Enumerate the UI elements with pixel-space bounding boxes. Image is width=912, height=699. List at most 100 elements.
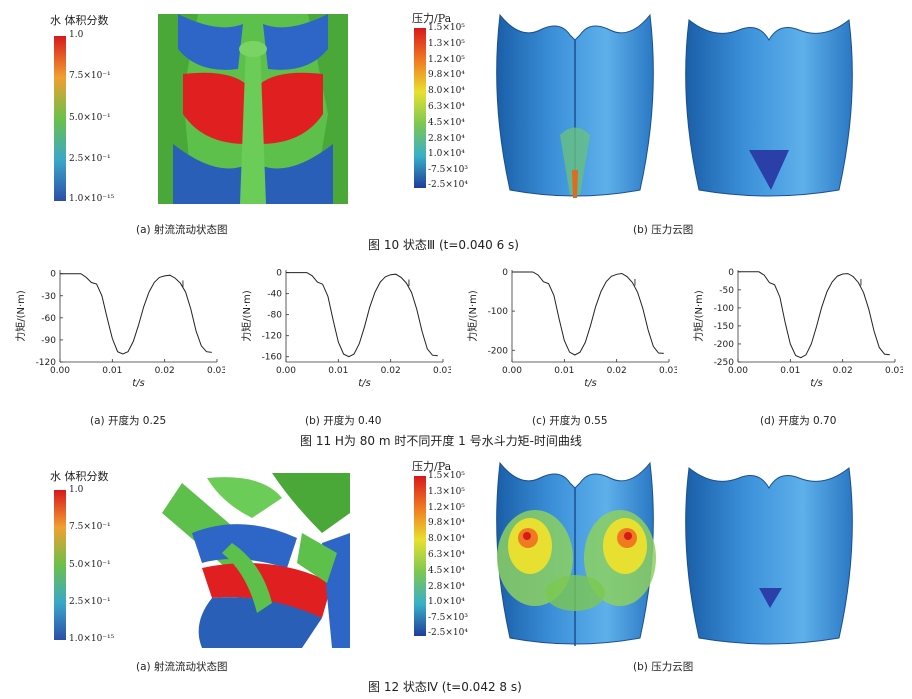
x-tick-label: 0.03 — [207, 366, 225, 376]
chart-caption: (a) 开度为 0.25 — [90, 415, 167, 427]
colorbar-tick: 1.0 — [69, 30, 84, 40]
y-tick-label: 0 — [502, 268, 508, 278]
annotation-I: I — [182, 280, 185, 290]
x-tick-label: 0.03 — [885, 366, 903, 376]
x-tick-label: 0.01 — [328, 366, 348, 376]
colorbar-tick: 2.8×10⁴ — [428, 134, 465, 144]
x-tick-label: 0.02 — [155, 366, 175, 376]
colorbar-tick: 1.5×10⁵ — [428, 471, 465, 481]
y-tick-label: 0 — [276, 269, 282, 279]
y-axis-label: 力矩/(N·m) — [14, 290, 27, 342]
y-tick-label: -250 — [714, 358, 735, 368]
y-tick-label: -120 — [36, 358, 57, 368]
colorbar — [414, 476, 426, 636]
torque-series-line — [286, 272, 438, 358]
x-tick-label: 0.03 — [659, 366, 677, 376]
y-tick-label: -60 — [41, 314, 56, 324]
torque-chart: 0.00 0.01 0.02 0.03 0 -30 -60 -90 -120 t/s 力矩/(N·m… — [14, 270, 225, 389]
colorbar-tick: 8.0×10⁴ — [428, 86, 465, 96]
y-tick-label: -100 — [714, 304, 735, 314]
colorbar-tick: -7.5×10³ — [428, 613, 468, 623]
y-tick-label: -80 — [267, 311, 282, 321]
colorbar-tick: 1.3×10⁵ — [428, 39, 465, 49]
y-tick-label: -200 — [714, 340, 735, 350]
x-tick-label: 0.01 — [780, 366, 800, 376]
x-tick-label: 0.00 — [502, 366, 522, 376]
pressure-contour-bucket-back — [685, 19, 853, 197]
y-tick-label: 0 — [728, 268, 734, 278]
fig11-charts: 0.00 0.01 0.02 0.03 0 -30 -60 -90 -120 t/s 力矩/(N·m… — [0, 258, 912, 418]
torque-series-line — [738, 271, 890, 359]
panel-caption: (b) 压力云图 — [633, 661, 694, 673]
x-tick-label: 0.00 — [276, 366, 296, 376]
pressure-contour-bucket-back — [685, 467, 853, 645]
x-tick-label: 0.01 — [102, 366, 122, 376]
colorbar-tick: 1.2×10⁵ — [428, 503, 465, 513]
annotation-I: I — [634, 278, 637, 288]
x-axis-label: t/s — [358, 378, 371, 389]
y-tick-label: -30 — [41, 292, 56, 302]
annotation-I: I — [408, 279, 411, 289]
x-tick-label: 0.02 — [833, 366, 853, 376]
colorbar-tick: 4.5×10⁴ — [428, 566, 465, 576]
colorbar-tick: 7.5×10⁻¹ — [69, 71, 111, 81]
pressure-contour-bucket-front — [496, 461, 656, 646]
colorbar-tick: 1.0 — [69, 485, 84, 495]
colorbar-tick: -7.5×10³ — [428, 165, 468, 175]
colorbar-tick: -2.5×10⁴ — [428, 628, 468, 638]
fig10-panel-a: 水 体积分数 1.0 7.5×10⁻¹ 5.0×10⁻¹ 2.5×10⁻¹ 1.… — [50, 10, 350, 236]
colorbar-tick: 5.0×10⁻¹ — [69, 560, 111, 570]
colorbar-tick: 1.3×10⁵ — [428, 487, 465, 497]
panel-caption: (a) 射流流动状态图 — [136, 661, 228, 673]
colorbar-tick: 5.0×10⁻¹ — [69, 113, 111, 123]
y-tick-label: -40 — [267, 290, 282, 300]
y-tick-label: -200 — [488, 346, 509, 356]
y-tick-label: -160 — [262, 353, 283, 363]
torque-chart: 0.00 0.01 0.02 0.03 0 -40 -80 -120 -160 t/s 力矩/(N·… — [240, 269, 451, 389]
colorbar-tick: 2.5×10⁻¹ — [69, 597, 111, 607]
fig12-panel-b: 压力/Pa 1.5×10⁵ 1.3×10⁵ 1.2×10⁵ 9.8×10⁴ 8.… — [412, 458, 872, 673]
y-tick-label: 0 — [50, 270, 56, 280]
x-axis-label: t/s — [810, 378, 823, 389]
colorbar-tick: 9.8×10⁴ — [428, 518, 465, 528]
pressure-contour-bucket-front — [496, 13, 654, 198]
x-tick-label: 0.02 — [607, 366, 627, 376]
jet-flow-image — [158, 14, 348, 204]
colorbar-tick: -2.5×10⁴ — [428, 180, 468, 190]
y-tick-label: -90 — [41, 336, 56, 346]
legend-title: 压力/Pa — [412, 460, 452, 473]
colorbar — [54, 36, 66, 201]
x-tick-label: 0.02 — [381, 366, 401, 376]
y-tick-label: -50 — [719, 286, 734, 296]
y-tick-label: -150 — [714, 322, 735, 332]
fig12-panel-a: 水 体积分数 1.0 7.5×10⁻¹ 5.0×10⁻¹ 2.5×10⁻¹ 1.… — [50, 458, 350, 673]
x-axis-label: t/s — [584, 378, 597, 389]
legend-title: 水 体积分数 — [50, 470, 109, 483]
colorbar-tick: 7.5×10⁻¹ — [69, 522, 111, 532]
y-tick-label: -120 — [262, 332, 283, 342]
colorbar-tick: 2.8×10⁴ — [428, 582, 465, 592]
fig10-panel-b: 压力/Pa 1.5×10⁵ 1.3×10⁵ 1.2×10⁵ 9.8×10⁴ 8.… — [412, 10, 872, 236]
colorbar-tick: 1.0×10⁴ — [428, 597, 465, 607]
figure-title: 图 11 H为 80 m 时不同开度 1 号水斗力矩-时间曲线 — [300, 434, 582, 448]
panel-caption: (a) 射流流动状态图 — [136, 224, 228, 236]
torque-chart: 0.00 0.01 0.02 0.03 0 -100 -200 t/s 力矩/(N·m) I — [466, 268, 677, 389]
x-axis-label: t/s — [132, 378, 145, 389]
colorbar-tick: 6.3×10⁴ — [428, 102, 465, 112]
colorbar-tick: 1.0×10⁴ — [428, 149, 465, 159]
jet-flow-image — [122, 473, 350, 648]
annotation-I: I — [860, 278, 863, 288]
figure-title: 图 12 状态Ⅳ (t=0.042 8 s) — [368, 680, 522, 694]
torque-series-line — [60, 273, 212, 355]
colorbar — [54, 490, 66, 640]
colorbar-tick: 1.0×10⁻¹⁵ — [69, 194, 115, 204]
colorbar-tick: 6.3×10⁴ — [428, 550, 465, 560]
x-tick-label: 0.00 — [728, 366, 748, 376]
y-axis-label: 力矩/(N·m) — [466, 290, 479, 342]
colorbar — [414, 28, 426, 188]
x-tick-label: 0.01 — [554, 366, 574, 376]
legend-title: 压力/Pa — [412, 12, 452, 25]
chart-caption: (b) 开度为 0.40 — [305, 415, 382, 427]
colorbar-tick: 1.5×10⁵ — [428, 23, 465, 33]
y-tick-label: -100 — [488, 307, 509, 317]
